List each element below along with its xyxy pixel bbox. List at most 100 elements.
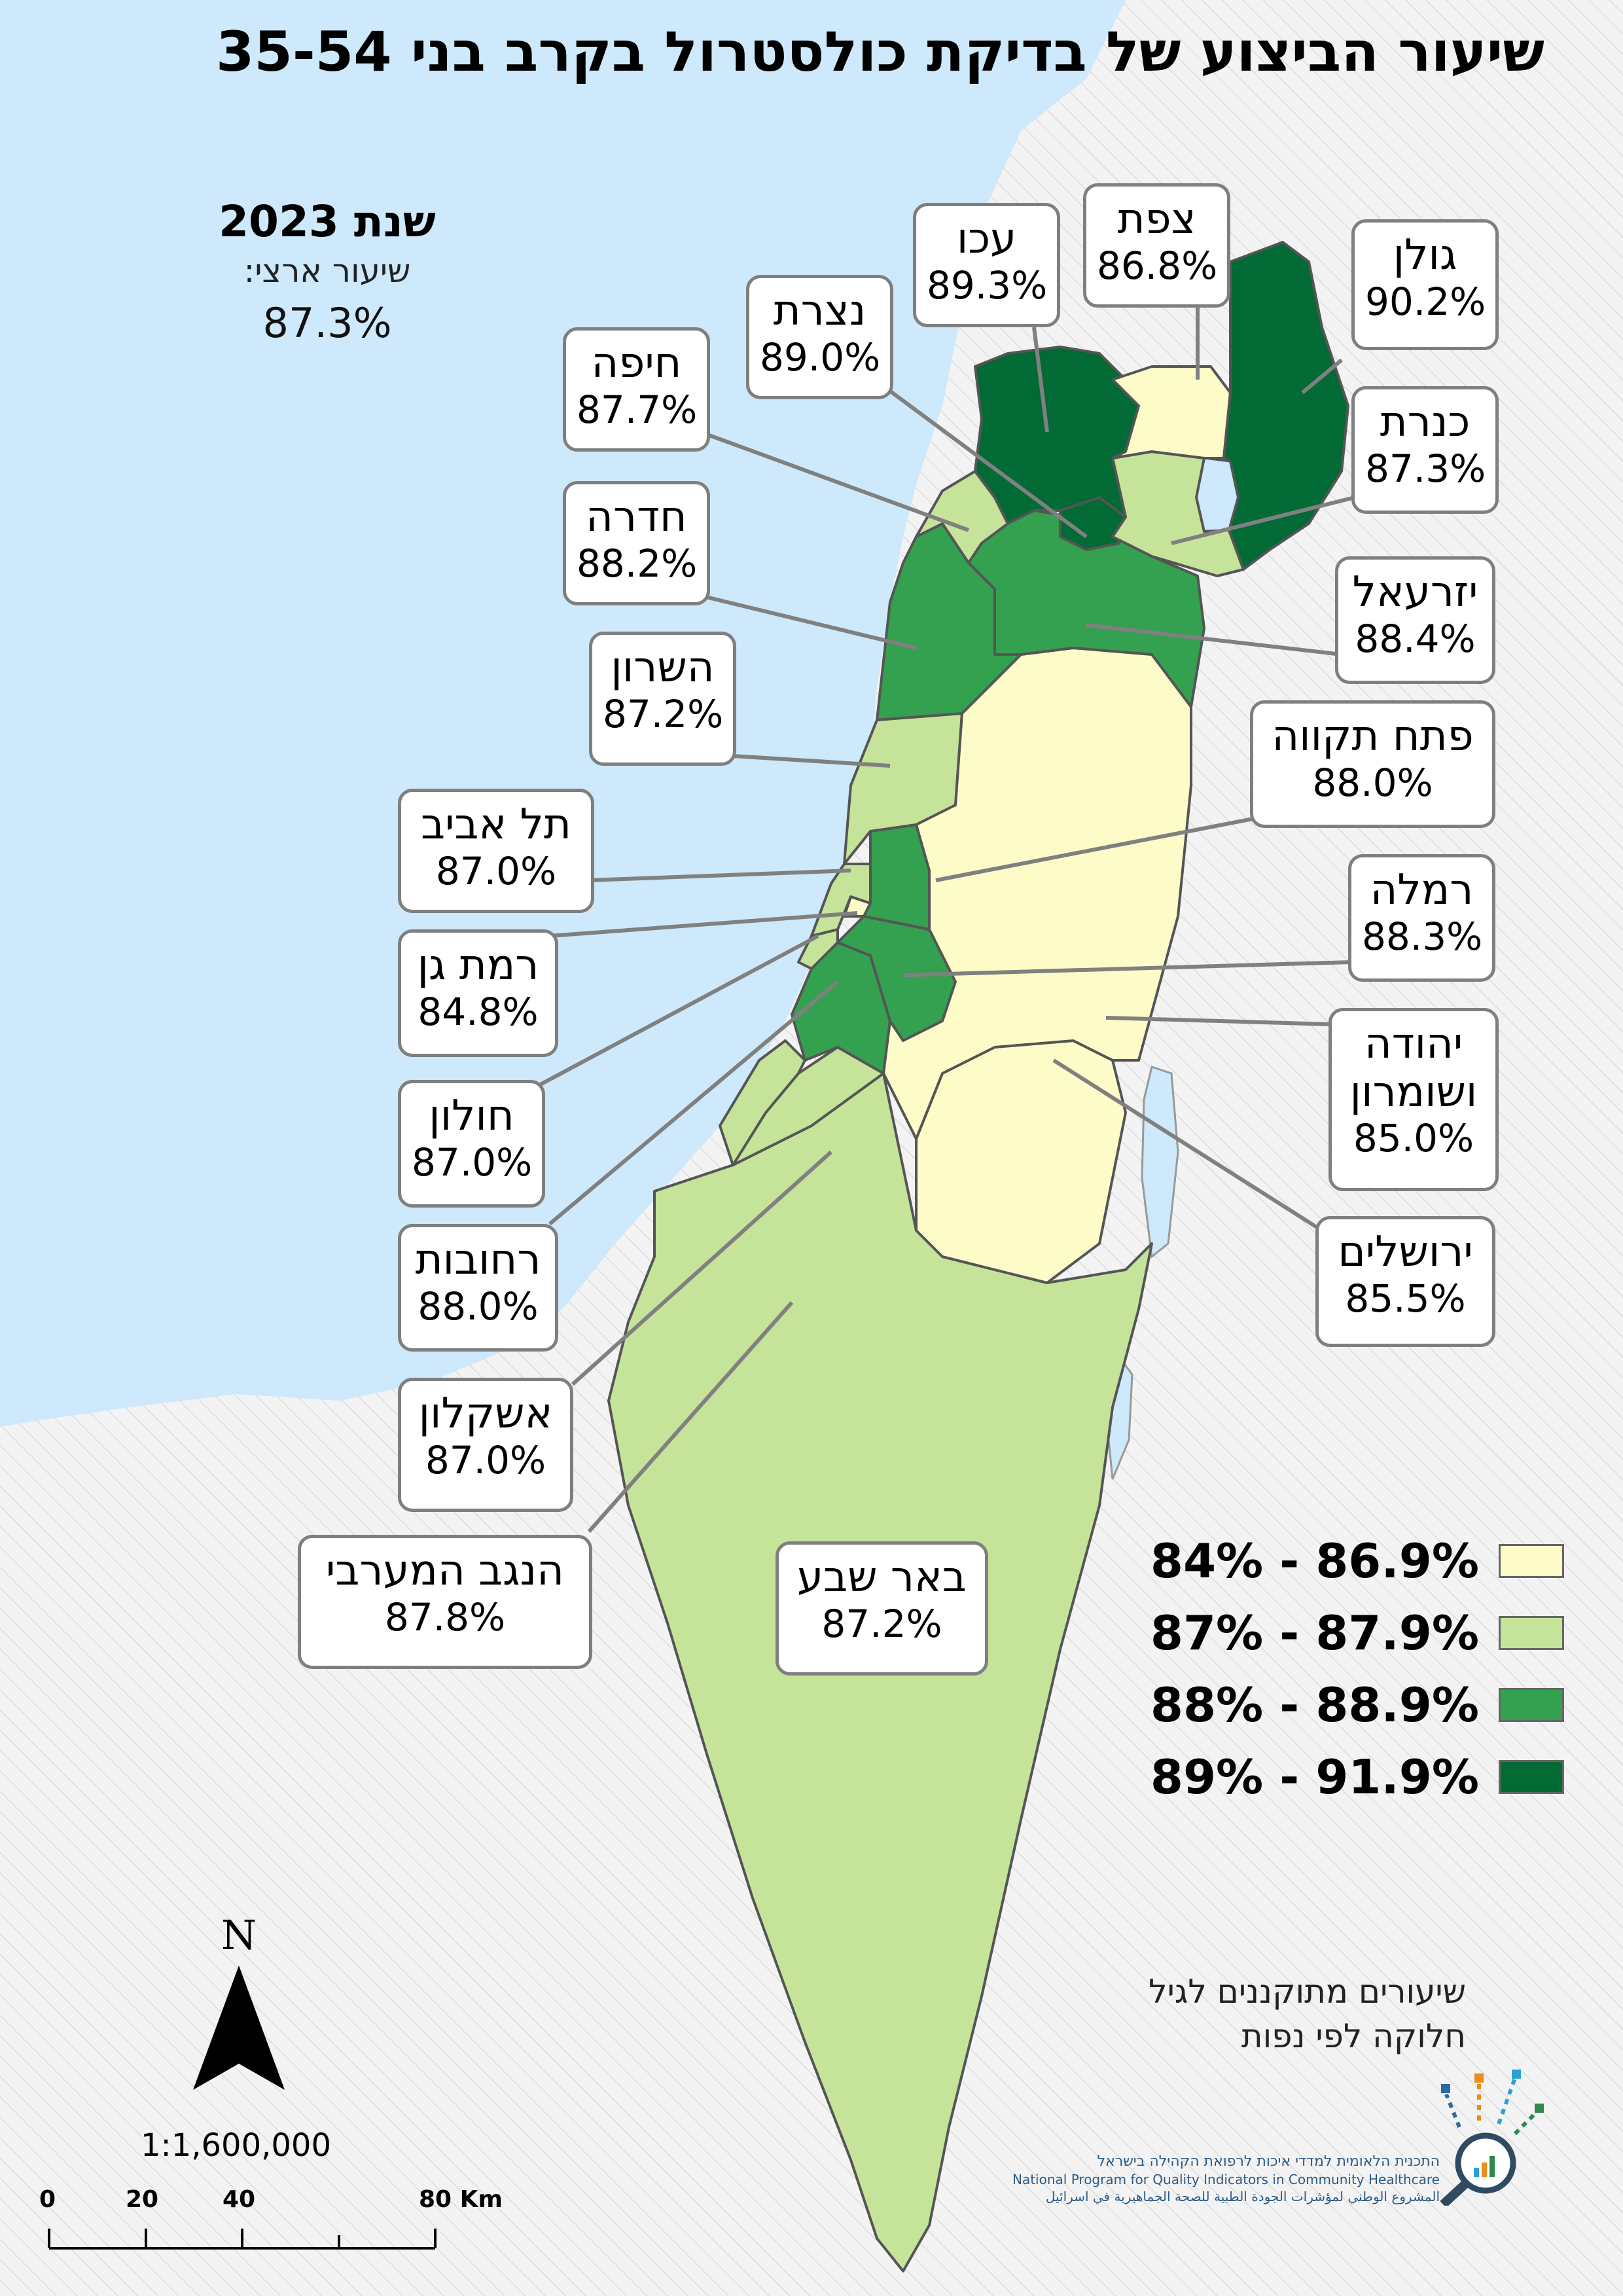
scale-tick-label: 80 Km xyxy=(419,2186,503,2213)
scale-ratio: 1:1,600,000 xyxy=(141,2127,331,2164)
label-name: עכו xyxy=(956,215,1017,263)
leader-judea-samaria xyxy=(1105,1016,1332,1026)
leader-western-negev xyxy=(587,1301,794,1533)
label-tel-aviv[interactable]: תל אביב 87.0% xyxy=(398,789,594,913)
label-name: חיפה xyxy=(591,339,682,387)
leader-rehovot xyxy=(548,980,839,1226)
label-value: 90.2% xyxy=(1365,279,1486,324)
label-rehovot[interactable]: רחובות 88.0% xyxy=(398,1224,558,1352)
leader-nazareth xyxy=(882,384,1088,539)
label-value: 87.7% xyxy=(577,387,698,432)
label-value: 87.2% xyxy=(603,691,724,736)
label-ashkelon[interactable]: אשקלון 87.0% xyxy=(398,1378,573,1512)
label-value: 87.2% xyxy=(821,1601,942,1646)
legend-swatch xyxy=(1499,1760,1564,1794)
label-name: ירושלים xyxy=(1338,1228,1473,1276)
region-ashkelon[interactable] xyxy=(719,1039,806,1166)
label-golan[interactable]: גולן 90.2% xyxy=(1351,219,1499,350)
label-name: גולן xyxy=(1393,231,1457,279)
logo-english-text: National Program for Quality Indicators … xyxy=(1012,2172,1440,2187)
label-ramat-gan[interactable]: רמת גן 84.8% xyxy=(398,929,558,1057)
label-name: השרון xyxy=(611,643,715,692)
label-value: 85.5% xyxy=(1345,1276,1466,1321)
label-value: 87.3% xyxy=(1365,446,1486,491)
label-judea-samaria[interactable]: יהודה ושומרון 85.0% xyxy=(1329,1008,1499,1191)
label-western-negev[interactable]: הנגב המערבי 87.8% xyxy=(298,1535,592,1669)
region-safed[interactable] xyxy=(1111,365,1232,459)
logo-hebrew-text: התכנית הלאומית למדדי איכות לרפואת הקהילה… xyxy=(1097,2153,1440,2170)
leader-jerusalem xyxy=(1052,1058,1323,1232)
legend-label: 88% - 88.9% xyxy=(1150,1677,1479,1732)
label-name: יזרעאל xyxy=(1352,568,1478,617)
label-name: רמת גן xyxy=(417,941,539,990)
leader-haifa xyxy=(699,430,970,532)
region-golan[interactable] xyxy=(1222,241,1349,571)
legend-label: 89% - 91.9% xyxy=(1150,1749,1479,1804)
label-safed[interactable]: צפת 86.8% xyxy=(1083,183,1230,308)
label-name: פתח תקווה xyxy=(1272,712,1474,761)
leader-tel-aviv xyxy=(588,869,851,882)
label-name: רמלה xyxy=(1370,866,1474,914)
label-value: 87.8% xyxy=(384,1594,506,1640)
year-title: שנת 2023 xyxy=(219,196,436,247)
label-value: 88.0% xyxy=(418,1283,539,1329)
logo-arabic-text: المشروع الوطني لمؤشرات الجودة الطبية للص… xyxy=(1045,2189,1440,2204)
label-value: 88.3% xyxy=(1362,914,1483,959)
legend-item: 84% - 86.9% xyxy=(1139,1525,1564,1597)
label-name: אשקלון xyxy=(418,1390,553,1438)
label-acre[interactable]: עכו 89.3% xyxy=(913,203,1060,327)
label-hadera[interactable]: חדרה 88.2% xyxy=(563,481,710,605)
leader-sharon xyxy=(732,754,891,768)
label-name: חדרה xyxy=(586,493,687,541)
map-title: שיעור הביצוע של בדיקת כולסטרול בקרב בני … xyxy=(215,20,1544,84)
region-acre[interactable] xyxy=(974,346,1140,525)
label-holon[interactable]: חולון 87.0% xyxy=(398,1080,545,1208)
legend: 84% - 86.9% 87% - 87.9% 88% - 88.9% 89% … xyxy=(1139,1525,1564,1813)
legend-item: 87% - 87.9% xyxy=(1139,1597,1564,1669)
label-name: תל אביב xyxy=(421,800,571,849)
label-jerusalem[interactable]: ירושלים 85.5% xyxy=(1315,1216,1495,1347)
label-value: 88.4% xyxy=(1355,616,1476,661)
label-ramla[interactable]: רמלה 88.3% xyxy=(1348,854,1495,982)
label-name: חולון xyxy=(429,1092,514,1140)
label-value: 89.0% xyxy=(760,334,881,380)
label-value: 87.0% xyxy=(425,1437,546,1482)
region-jerusalem[interactable] xyxy=(915,1039,1127,1284)
label-value: 87.0% xyxy=(412,1139,533,1185)
legend-swatch xyxy=(1499,1616,1564,1650)
leader-jezreel xyxy=(1086,623,1342,656)
leader-acre xyxy=(1032,327,1049,433)
label-petah-tikva[interactable]: פתח תקווה 88.0% xyxy=(1250,700,1495,828)
note-line-1: שיעורים מתוקננים לגיל xyxy=(1149,1973,1466,2011)
label-name: רחובות xyxy=(415,1236,541,1284)
note-line-2: חלוקה לפי נפות xyxy=(1241,2017,1466,2055)
leader-golan xyxy=(1301,358,1343,395)
label-name: הנגב המערבי xyxy=(326,1547,564,1595)
north-arrow-icon xyxy=(193,1965,285,2090)
label-sharon[interactable]: השרון 87.2% xyxy=(589,632,736,766)
leader-ramla xyxy=(902,960,1352,977)
organization-logo: התכנית הלאומית למדדי איכות לרפואת הקהילה… xyxy=(1012,2055,1558,2206)
label-value: 87.0% xyxy=(435,848,557,893)
leader-petah-tikva xyxy=(935,816,1257,882)
legend-label: 84% - 86.9% xyxy=(1150,1534,1479,1588)
legend-swatch xyxy=(1499,1544,1564,1578)
label-value: 88.2% xyxy=(577,541,698,586)
leader-ashkelon xyxy=(571,1150,833,1386)
label-value: 86.8% xyxy=(1097,243,1218,288)
legend-swatch xyxy=(1499,1688,1564,1722)
scale-tick-label: 20 xyxy=(126,2186,159,2213)
leader-holon xyxy=(535,934,819,1088)
label-kinneret[interactable]: כנרת 87.3% xyxy=(1351,386,1499,514)
leader-kinneret xyxy=(1171,495,1355,545)
legend-label: 87% - 87.9% xyxy=(1150,1605,1479,1660)
label-nazareth[interactable]: נצרת 89.0% xyxy=(746,275,893,399)
legend-item: 88% - 88.9% xyxy=(1139,1669,1564,1741)
scale-bar: 0 20 40 80 Km xyxy=(26,2186,524,2265)
national-rate-value: 87.3% xyxy=(262,299,392,347)
scale-bar-lines xyxy=(48,2229,437,2250)
label-beer-sheva[interactable]: באר שבע 87.2% xyxy=(776,1541,988,1676)
label-haifa[interactable]: חיפה 87.7% xyxy=(563,327,710,452)
label-jezreel[interactable]: יזרעאל 88.4% xyxy=(1335,556,1495,684)
year-block: שנת 2023 שיעור ארצי: 87.3% xyxy=(151,196,504,347)
